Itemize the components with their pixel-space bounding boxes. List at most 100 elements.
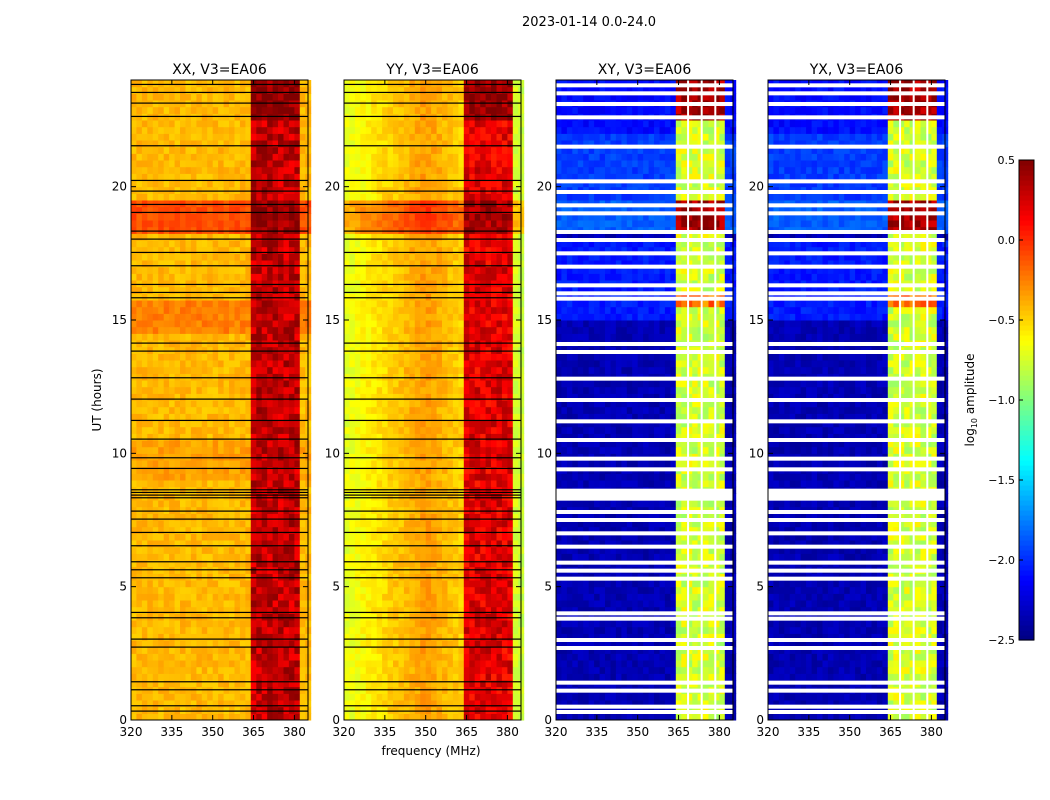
heatmap-cell [223,526,230,534]
heatmap-cell [158,146,165,154]
heatmap-cell [299,706,306,714]
heatmap-cell [436,666,443,674]
heatmap-cell [485,480,492,488]
heatmap-cell [180,613,186,621]
heatmap-cell [283,506,290,514]
heatmap-cell [458,460,465,468]
heatmap-cell [152,713,159,721]
heatmap-cell [425,573,432,581]
heatmap-cell [174,653,181,661]
heatmap-cell [283,360,290,368]
heatmap-cell [452,620,459,628]
heatmap-cell [387,460,394,468]
heatmap-cell [272,580,279,588]
heatmap-cell [436,606,443,614]
heatmap-cell [141,326,148,334]
heatmap-cell [354,640,361,648]
heatmap-cell [447,593,454,601]
heatmap-cell [174,426,181,434]
heatmap-cell [212,86,219,94]
heatmap-cell [458,393,465,401]
heatmap-cell [294,240,301,248]
heatmap-cell [180,406,186,414]
heatmap-cell [261,146,268,154]
heatmap-cell [131,233,137,241]
heatmap-cell [452,373,459,381]
heatmap-cell [349,373,356,381]
heatmap-cell [190,246,197,254]
heatmap-cell [174,93,181,101]
heatmap-cell [267,420,274,428]
heatmap-cell [245,200,252,208]
heatmap-cell [371,460,378,468]
heatmap-cell [452,466,459,474]
heatmap-cell [190,540,197,548]
heatmap-cell [485,433,492,441]
heatmap-cell [239,213,246,221]
heatmap-cell [212,233,219,241]
heatmap-cell [501,420,508,428]
heatmap-cell [371,580,378,588]
heatmap-cell [174,540,181,548]
heatmap-cell [207,286,214,294]
heatmap-cell [420,533,427,541]
heatmap-cell [436,553,443,561]
heatmap-cell [283,693,290,701]
heatmap-cell [349,600,356,608]
heatmap-cell [414,480,421,488]
heatmap-cell [299,513,306,521]
heatmap-cell [147,466,154,474]
heatmap-cell [278,320,284,328]
heatmap-cell [207,586,214,594]
heatmap-cell [256,126,263,134]
heatmap-cell [398,433,405,441]
heatmap-cell [267,80,274,88]
heatmap-cell [376,713,383,721]
heatmap-cell [376,573,383,581]
heatmap-cell [207,120,214,128]
heatmap-cell [239,626,246,634]
heatmap-cell [212,213,219,221]
heatmap-cell [152,573,159,581]
heatmap-cell [158,126,165,134]
heatmap-cell [163,426,170,434]
heatmap-cell [376,700,383,708]
heatmap-cell [174,220,181,228]
heatmap-cell [458,453,465,461]
heatmap-cell [299,600,306,608]
heatmap-cell [136,206,143,214]
heatmap-cell [250,380,257,388]
heatmap-cell [376,446,383,454]
heatmap-cell [180,680,186,688]
heatmap-cell [349,440,356,448]
heatmap-cell [169,406,175,414]
heatmap-cell [474,460,481,468]
flagged-row [131,419,308,422]
heatmap-cell [387,506,394,514]
heatmap-cell [207,593,214,601]
heatmap-cell [393,560,399,568]
heatmap-cell [261,593,268,601]
heatmap-cell [480,446,487,454]
heatmap-cell [223,193,230,201]
heatmap-cell [218,533,224,541]
heatmap-cell [288,313,295,321]
heatmap-cell [371,680,378,688]
heatmap-cell [288,606,295,614]
heatmap-cell [207,633,214,641]
heatmap-cell [131,306,137,314]
heatmap-cell [431,700,437,708]
heatmap-cell [174,506,181,514]
heatmap-cell [469,500,476,508]
heatmap-cell [354,553,361,561]
heatmap-cell [463,633,470,641]
heatmap-cell [180,533,186,541]
heatmap-cell [278,313,284,321]
heatmap-cell [398,446,405,454]
heatmap-cell [245,660,252,668]
heatmap-cell [398,473,405,481]
heatmap-cell [272,633,279,641]
heatmap-cell [141,313,148,321]
heatmap-cell [190,146,197,154]
